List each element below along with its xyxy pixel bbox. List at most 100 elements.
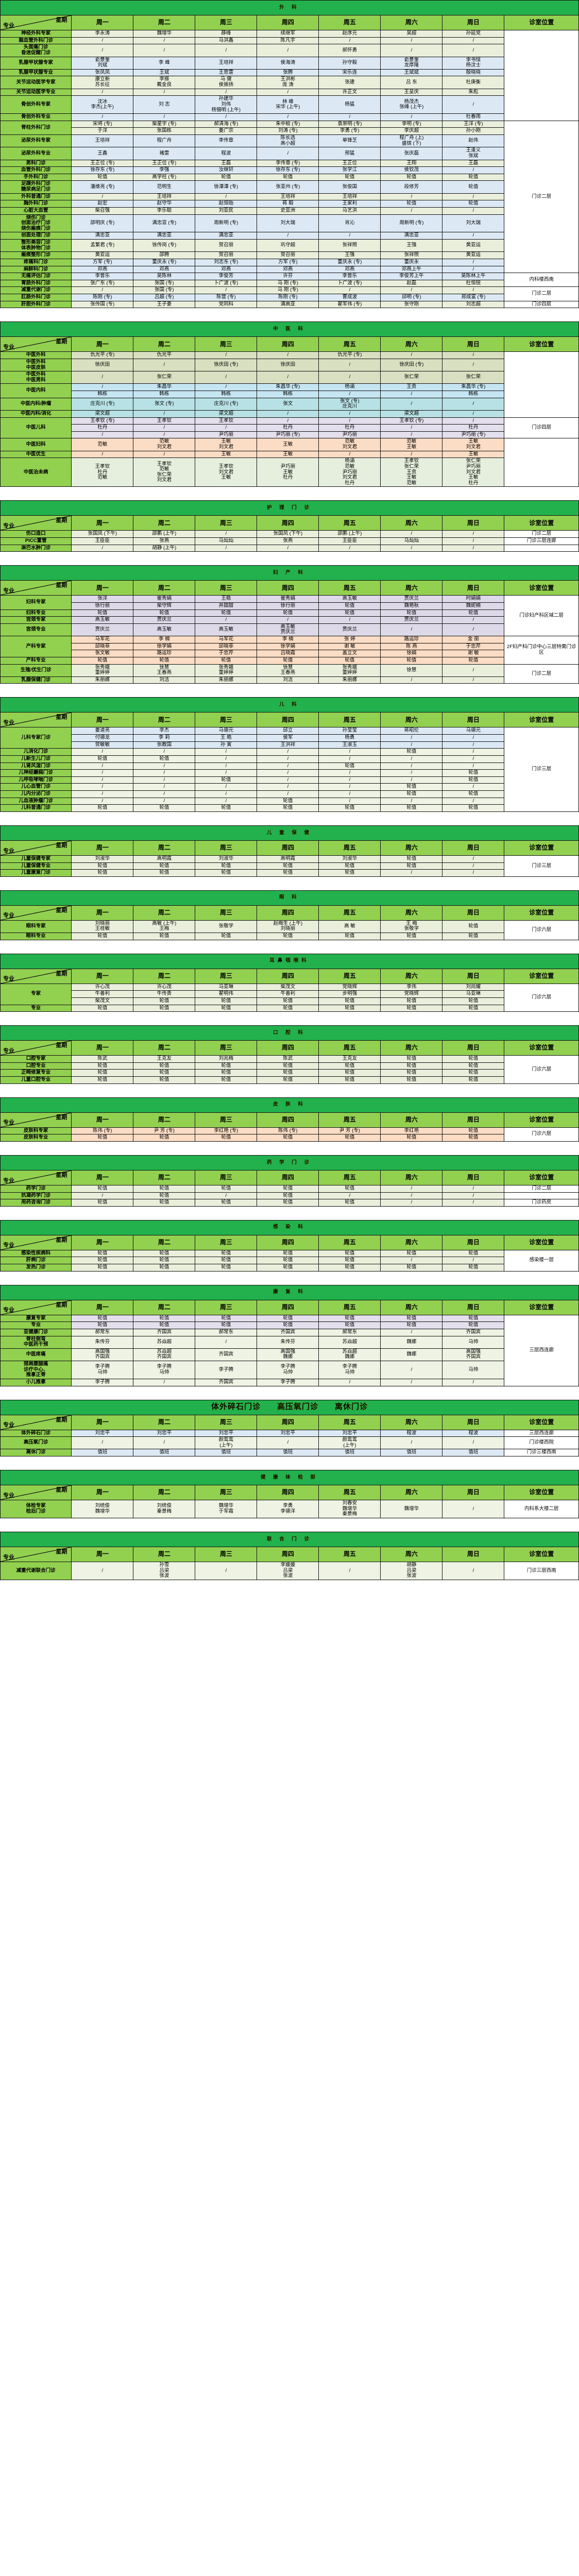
day-header-4: 周四 — [257, 1414, 319, 1430]
day-header-3: 周三 — [195, 968, 258, 984]
row-label: 儿消化门诊 — [0, 748, 72, 756]
cell-d2: / — [133, 769, 196, 777]
cell-d2: 赵守华 — [133, 200, 196, 208]
cell-d7: / — [442, 1192, 505, 1200]
cell-d3: 王稳 — [195, 595, 258, 603]
cell-d6: 马灿灿 — [380, 537, 443, 545]
cell-d3: / — [195, 790, 258, 798]
cell-d6: 轮值 — [380, 1249, 443, 1258]
cell-d2: 贾庆兰 — [133, 616, 196, 624]
cell-d5: 轮值 — [318, 1314, 381, 1323]
cell-d7: 轮值 — [442, 1314, 505, 1323]
cell-d1: 庄克川 (专) — [71, 397, 134, 411]
cell-d1: 仇光平 (专) — [71, 351, 134, 359]
table-row: 烧伤门诊 创面治疗门诊 烧伤瘢痕门诊 邵明庆 (专) 满忠亚 (专) 周新明 (专) 刘大瑞… — [0, 214, 579, 233]
table-row: 中医外科 中医皮肤 徐庆田 / 徐庆田 (专) 徐庆田 / 徐庆田 (专) / — [0, 358, 579, 372]
cell-d4: 王洪祥 — [257, 741, 319, 749]
table-row: 创面处理门诊 满忠亚 满忠亚 满忠亚 / / 满忠亚 / — [0, 232, 579, 240]
cell-d5: 贾庆兰 — [318, 623, 381, 637]
table-row: 中医疼痛 高国强 齐国宾 苏焱超 齐国宾 齐国宾 高国强 魏娜 苏焱超 魏娜 魏娜 高国强 齐国宾 — [0, 1348, 579, 1362]
corner-week-label: 星期 — [56, 1301, 67, 1308]
section-zhongyi: 中 医 科专业 星期 周一 周二 周三 周四 周五 周六 周日 诊室位置 中医外科 仇光平 (专) 仇光… — [0, 321, 579, 487]
cell-d3: / — [195, 193, 258, 201]
cell-d5: 轮值 — [318, 862, 381, 870]
cell-d5: 刘春安 魏增华 秦景梅 — [318, 1500, 381, 1518]
day-header-2: 周二 — [133, 1414, 196, 1430]
cell-d1: 轮值 — [71, 1134, 134, 1142]
schedule-table-yanke: 眼 科专业 星期 周一 周二 周三 周四 周五 周六 周日 诊室位置 眼科专家 刘晓丽 王桂敏 高敏 (上… — [0, 890, 579, 940]
day-header-7: 周日 — [442, 840, 505, 856]
day-header-1: 周一 — [71, 1040, 134, 1056]
cell-d1: 刘忠平 — [71, 1429, 134, 1437]
cell-d7: 魏妮楠 — [442, 602, 505, 610]
cell-d1: / — [71, 44, 134, 57]
cell-d6: / — [380, 1257, 443, 1264]
cell-d3: 轮值 — [195, 862, 258, 870]
cell-d7: 轮值 — [442, 1062, 505, 1070]
table-row: 儿童口腔专业 轮值 轮值 轮值 轮值 轮值 轮值 轮值 — [0, 1076, 579, 1084]
day-header-4: 周四 — [257, 1299, 319, 1315]
section-title: 耳鼻咽喉科 — [0, 953, 579, 969]
cell-d1: / — [71, 1561, 134, 1580]
cell-d7: 轮值 — [442, 790, 505, 798]
row-label: 专业 — [0, 1321, 72, 1329]
day-header-4: 周四 — [257, 515, 319, 531]
cell-d3: 轮值 — [195, 609, 258, 617]
cell-d7: 赵伟 — [442, 134, 505, 148]
day-header-4: 周四 — [257, 15, 319, 30]
cell-d5: 王克友 — [318, 1055, 381, 1063]
cell-d6: 蒋昭伦 — [380, 727, 443, 735]
cell-d5: 刘淑华 — [318, 855, 381, 863]
cell-d6: 李庆超 — [380, 127, 443, 135]
cell-d4: 徐行丽 — [257, 602, 319, 610]
cell-d1: 陈伟 (专) — [71, 1127, 134, 1135]
cell-d7: / — [442, 166, 505, 174]
cell-d5: / — [318, 391, 381, 398]
cell-d5: 轮值 — [318, 933, 381, 940]
corner-spec-label: 专业 — [3, 1242, 14, 1249]
cell-d1: 王孝钦 杜丹 范敏 — [71, 457, 134, 487]
row-label: 中医内科/肿瘤 — [0, 397, 72, 411]
cell-d6: 轮值 — [380, 1264, 443, 1272]
table-row: 儿科专家门诊 姜道亮 李杰 马德元 邱立 孙莹莹 蒋昭伦 马德元 门诊三层 — [0, 727, 579, 812]
row-label: 淋巴水肿门诊 — [0, 544, 72, 552]
location-cell: 门诊三楼西南 — [504, 1449, 579, 1456]
cell-d2: / — [133, 1378, 196, 1386]
table-row: 离休门诊 值班 值班 值班 值班 值班 值班 值班 门诊三楼西南 — [0, 1449, 579, 1456]
cell-d2: 韩栋 — [133, 391, 196, 398]
table-row: 伤口造口 张国凤 (下午) 邵鹏 (上午) / 张国凤 (下午) 邵鹏 (上午) / / 门诊二… — [0, 530, 579, 538]
cell-d6: 范敏 王敏 — [380, 438, 443, 451]
day-header-1: 周一 — [71, 968, 134, 984]
cell-d6: / — [380, 530, 443, 538]
cell-d1: 张凤凤 — [71, 69, 134, 77]
cell-d5: 杨勇 — [318, 734, 381, 742]
cell-d2: 轮值 — [133, 1264, 196, 1272]
day-header-7: 周日 — [442, 336, 505, 352]
row-label: 中医外科 中医皮肤 — [0, 358, 72, 372]
day-header-1: 周一 — [71, 712, 134, 728]
row-label: 产科专家 — [0, 636, 72, 657]
cell-d2: 满忠亚 — [133, 232, 196, 240]
day-header-2: 周二 — [133, 336, 196, 352]
day-header-6: 周六 — [380, 1299, 443, 1315]
day-header-6: 周六 — [380, 1485, 443, 1500]
cell-d1: 潘维亮 (专) — [71, 180, 134, 194]
cell-d7: 张仁荣 — [442, 371, 505, 384]
cell-d1: / — [71, 776, 134, 784]
cell-d5: 轮值 — [318, 1257, 381, 1264]
table-row: 生殖/优生门诊 张秀娥 董婷婷 徐慧 王春燕 张秀娥 董婷婷 徐慧 王春燕 张秀娥 董婷婷 徐慧 / 门诊… — [0, 664, 579, 684]
section-title: 口 腔 科 — [0, 1025, 579, 1041]
cell-d6: 轮值 — [380, 855, 443, 863]
cell-d2: 王正位 (专) — [133, 159, 196, 167]
day-header-1: 周一 — [71, 1299, 134, 1315]
cell-d6: 魏娜 — [380, 1348, 443, 1362]
cell-d7: / — [442, 410, 505, 418]
corner-cell: 专业 星期 — [0, 1299, 72, 1315]
cell-d4: 陈刚 (专) — [257, 294, 319, 301]
cell-d1: 满忠亚 — [71, 232, 134, 240]
cell-d4: 侯军 — [257, 734, 319, 742]
location-header: 诊室位置 — [504, 968, 579, 984]
table-row: 泌尿外科专业 王鑫 褚雷 程波 / 邢猛 张庆磊 王逢义 张斌 — [0, 147, 579, 160]
cell-d4: 陈凡宇 — [257, 37, 319, 45]
day-header-5: 周五 — [318, 840, 381, 856]
